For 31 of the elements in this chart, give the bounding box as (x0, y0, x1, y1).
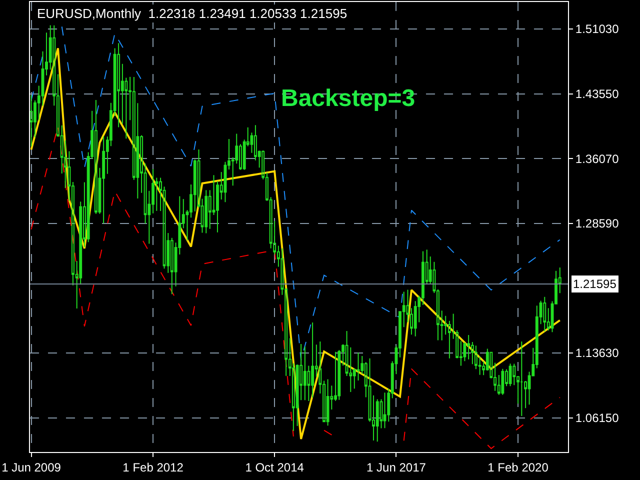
chart-title: EURUSD,Monthly 1.22318 1.23491 1.20533 1.21595 (37, 6, 348, 21)
candlestick (543, 296, 546, 332)
y-tick-label: 1.43550 (575, 86, 620, 101)
candlestick (303, 346, 306, 401)
x-tick-label: 1 Jun 2009 (2, 460, 62, 474)
y-tick-label: 1.06150 (575, 410, 620, 425)
y-tick-label: 1.51030 (575, 22, 620, 36)
candlestick (520, 340, 524, 416)
candlestick (508, 363, 512, 387)
candlestick (383, 392, 386, 429)
candlestick (501, 368, 504, 396)
y-tick-label: 1.36070 (575, 152, 620, 166)
x-tick-label: 1 Oct 2014 (245, 460, 304, 474)
y-tick-label: 1.13630 (575, 346, 620, 360)
line-series (30, 47, 561, 440)
candlestick (170, 237, 174, 295)
x-tick-label: 1 Feb 2012 (122, 460, 184, 474)
x-tick-label: 1 Jun 2017 (366, 460, 426, 474)
candlestick (204, 190, 208, 234)
x-tick-label: 1 Feb 2020 (488, 460, 549, 474)
candlestick (311, 322, 314, 398)
y-tick-label: 1.28590 (575, 216, 620, 231)
ref-line-label: 1.21595 (573, 277, 617, 291)
candlestick (467, 334, 470, 360)
annotation: Backstep=3 (281, 85, 416, 112)
candlestick (102, 136, 106, 224)
candlestick (376, 398, 379, 442)
candlestick (117, 42, 120, 128)
candlestick (30, 94, 33, 147)
candlestick (326, 378, 330, 426)
candlestick (94, 99, 98, 214)
